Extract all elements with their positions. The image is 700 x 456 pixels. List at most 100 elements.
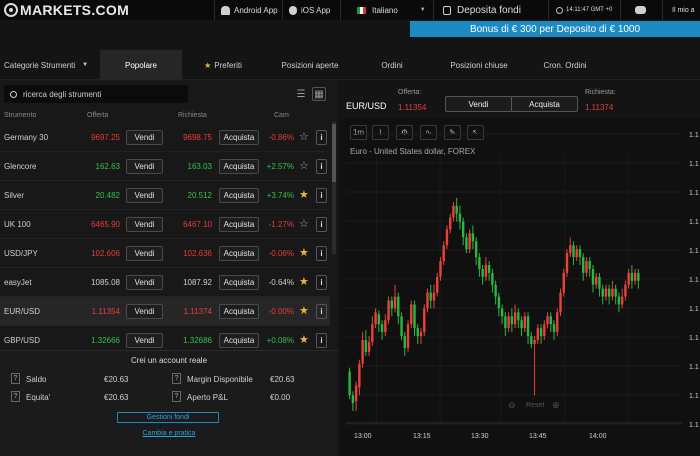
buy-button[interactable]: Acquista — [219, 246, 259, 261]
instrument-name[interactable]: Glencore — [4, 162, 37, 171]
instrument-panel: ricerca degli strumenti ☰ ▦ Strumento Of… — [0, 80, 338, 456]
indicators-icon[interactable]: ∿ — [420, 125, 437, 140]
sell-button[interactable]: Vendi — [126, 159, 163, 174]
my-account-link[interactable]: Il mio a — [672, 6, 695, 14]
favorite-star-icon[interactable]: ★ — [299, 247, 309, 259]
tab-orders[interactable]: Ordini — [381, 60, 403, 70]
candle-body — [565, 253, 569, 273]
draw-icon[interactable]: ✎ — [444, 125, 461, 140]
brand-logo[interactable]: MARKETS.COM — [4, 2, 129, 18]
zoom-in-icon[interactable]: ⊕ — [552, 400, 560, 410]
instrument-name[interactable]: EUR/USD — [4, 307, 41, 316]
sell-button[interactable]: Vendi — [126, 188, 163, 203]
ask-price: 1.11374 — [183, 307, 212, 316]
favorite-star-icon[interactable]: ★ — [299, 189, 309, 201]
manage-funds-button[interactable]: Gestioni fondi — [117, 412, 219, 423]
buy-button[interactable]: Acquista — [219, 159, 259, 174]
timeframe-button[interactable]: 1m — [350, 125, 367, 140]
buy-button[interactable]: Acquista — [219, 275, 259, 290]
favorite-star-icon[interactable]: ★ — [299, 305, 309, 317]
sell-button[interactable]: Vendi — [126, 246, 163, 261]
chart-type-icon[interactable]: ⌇ — [372, 125, 389, 140]
bonus-banner[interactable]: Bonus di € 300 per Deposito di € 1000 — [410, 21, 700, 37]
list-view-icon[interactable]: ☰ — [296, 88, 306, 100]
real-account-title[interactable]: Crei un account reale — [130, 356, 208, 365]
trade-bid-label: Offerta: — [398, 89, 422, 96]
deposit-funds-link[interactable]: Deposita fondi — [443, 0, 521, 20]
instrument-row[interactable]: UK 100 6465.90 Vendi 6467.10 Acquista -1… — [0, 210, 330, 239]
favorite-star-icon[interactable]: ☆ — [299, 218, 309, 230]
instrument-row[interactable]: USD/JPY 102.606 Vendi 102.636 Acquista -… — [0, 239, 330, 268]
zoom-out-icon[interactable]: ⊖ — [508, 400, 516, 410]
language-selector[interactable]: Italiano ▼ — [357, 0, 426, 20]
help-icon[interactable]: ? — [172, 391, 181, 402]
list-scrollbar[interactable] — [332, 122, 336, 254]
sell-button[interactable]: Vendi — [126, 333, 163, 348]
instrument-name[interactable]: easyJet — [4, 278, 32, 287]
candle-body — [507, 316, 510, 329]
tab-open-positions[interactable]: Posizioni aperte — [281, 60, 339, 70]
instrument-name[interactable]: Germany 30 — [4, 133, 49, 142]
info-icon[interactable]: i — [316, 304, 327, 319]
instrument-name[interactable]: USD/JPY — [4, 249, 38, 258]
buy-button[interactable]: Acquista — [219, 217, 259, 232]
candle-body — [559, 292, 562, 313]
chat-icon[interactable] — [635, 0, 646, 20]
tab-closed-positions[interactable]: Posizioni chiuse — [450, 60, 508, 70]
info-icon[interactable]: i — [316, 333, 327, 348]
search-input[interactable]: ricerca degli strumenti — [4, 85, 188, 103]
grid-view-icon[interactable]: ▦ — [312, 87, 326, 101]
favorite-star-icon[interactable]: ★ — [299, 276, 309, 288]
sell-button[interactable]: Vendi — [126, 217, 163, 232]
tab-popular[interactable]: Popolare — [100, 50, 182, 80]
sell-button[interactable]: Vendi — [126, 275, 163, 290]
instrument-row[interactable]: Germany 30 9697.25 Vendi 9698.75 Acquist… — [0, 123, 330, 152]
instrument-name[interactable]: UK 100 — [4, 220, 31, 229]
buy-button[interactable]: Acquista — [219, 304, 259, 319]
help-icon[interactable]: ? — [11, 391, 20, 402]
reset-zoom-button[interactable]: Reset — [526, 402, 545, 409]
info-icon[interactable]: i — [316, 159, 327, 174]
favorite-star-icon[interactable]: ★ — [299, 334, 309, 346]
help-icon[interactable]: ? — [11, 373, 20, 384]
candle-body — [588, 261, 591, 269]
cursor-icon[interactable]: ↖ — [467, 125, 484, 140]
candle-body — [474, 241, 478, 258]
sell-button[interactable]: Vendi — [126, 130, 163, 145]
instrument-row[interactable]: easyJet 1085.08 Vendi 1087.92 Acquista -… — [0, 268, 330, 297]
instrument-name[interactable]: Silver — [4, 191, 25, 200]
buy-button[interactable]: Acquista — [219, 333, 259, 348]
favorite-star-icon[interactable]: ☆ — [299, 131, 309, 143]
buy-button[interactable]: Acquista — [219, 130, 259, 145]
bid-price: 1.32666 — [91, 336, 120, 345]
candle-body — [497, 296, 501, 309]
candle-body — [585, 261, 588, 273]
info-icon[interactable]: i — [316, 130, 327, 145]
instrument-row[interactable]: Glencore 162.63 Vendi 163.03 Acquista +2… — [0, 152, 330, 181]
info-icon[interactable]: i — [316, 246, 327, 261]
tab-order-history[interactable]: Cron. Ordini — [543, 60, 587, 70]
column-ask: Richiesta — [178, 112, 207, 119]
android-app-link[interactable]: Android App — [221, 0, 278, 20]
favorite-star-icon[interactable]: ☆ — [299, 160, 309, 172]
instrument-row[interactable]: EUR/USD 1.11354 Vendi 1.11374 Acquista -… — [0, 297, 330, 326]
buy-button[interactable]: Acquista — [511, 96, 578, 112]
buy-button[interactable]: Acquista — [219, 188, 259, 203]
candle-body — [410, 304, 413, 325]
info-icon[interactable]: i — [316, 275, 327, 290]
info-icon[interactable]: i — [316, 217, 327, 232]
settings-icon[interactable]: ⚙ — [396, 125, 413, 140]
candle-body — [504, 316, 507, 329]
switch-to-practice-link[interactable]: Cambia e pratica — [142, 430, 196, 437]
list-scrollbar-thumb[interactable] — [332, 124, 336, 182]
instrument-name[interactable]: GBP/USD — [4, 336, 41, 345]
tab-categories[interactable]: Categorie Strumenti ▼ — [4, 60, 89, 70]
sell-button[interactable]: Vendi — [445, 96, 512, 112]
tab-favorites[interactable]: ★ Preferiti — [204, 60, 242, 70]
sell-button[interactable]: Vendi — [126, 304, 163, 319]
price-chart[interactable]: 1m ⌇ ⚙ ∿ ✎ ↖ Euro - United States dollar… — [340, 118, 700, 456]
help-icon[interactable]: ? — [172, 373, 181, 384]
info-icon[interactable]: i — [316, 188, 327, 203]
instrument-row[interactable]: Silver 20.482 Vendi 20.512 Acquista +3.7… — [0, 181, 330, 210]
ios-app-link[interactable]: iOS App — [289, 0, 330, 20]
